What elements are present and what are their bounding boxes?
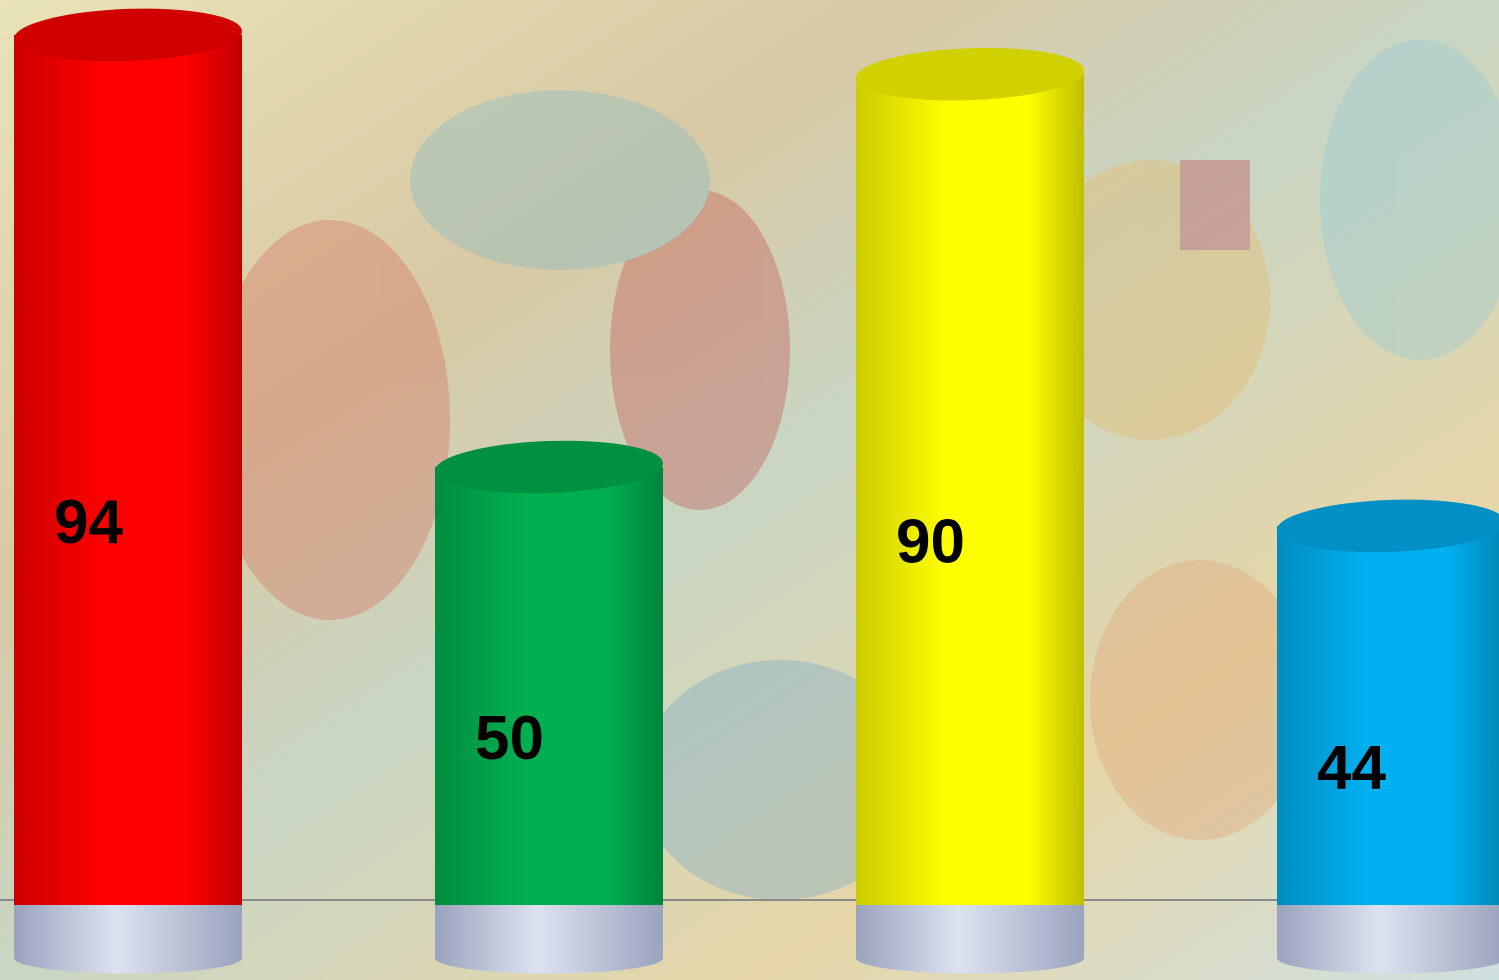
cylinder-base-bottom [856,942,1084,974]
cylinder-base-bottom [435,942,663,974]
cylinder-base-bottom [14,942,242,974]
cylinder-base-bottom [1277,942,1499,974]
cylinder-top [14,8,242,62]
background-texture [210,40,1499,900]
data-label: 90 [896,507,965,576]
cylinder-top [1277,499,1499,553]
data-label: 94 [54,488,123,557]
cylinder-top [856,47,1084,101]
bar [1277,525,1499,905]
data-label: 44 [1317,733,1386,802]
data-label: 50 [475,704,544,773]
cylinder-top [435,440,663,494]
bar [435,467,663,905]
bar [14,34,242,906]
bar [856,74,1084,905]
